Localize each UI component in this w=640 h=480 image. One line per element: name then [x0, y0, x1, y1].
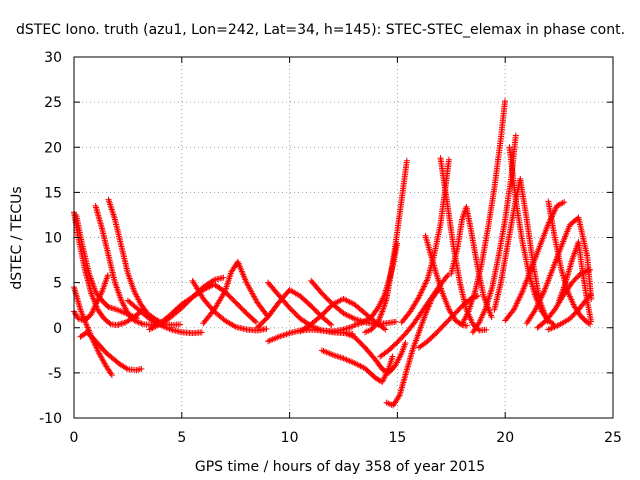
data-point — [445, 156, 452, 163]
data-point — [395, 393, 402, 400]
data-point — [131, 317, 138, 324]
data-point — [132, 318, 139, 325]
data-point — [559, 199, 566, 206]
data-point — [403, 157, 410, 164]
data-point — [375, 376, 382, 383]
axis-ticks: 0 5 10 15 20 25 -10 -5 0 5 10 15 20 25 30 — [39, 50, 622, 446]
data-point — [402, 339, 409, 346]
data-point — [389, 353, 396, 360]
data-point — [382, 326, 389, 333]
data-point — [585, 267, 592, 274]
data-point — [588, 318, 595, 325]
data-point — [107, 370, 114, 377]
data-point — [334, 353, 341, 360]
data-point — [379, 366, 386, 373]
data-point — [374, 376, 381, 383]
data-point — [394, 240, 401, 247]
chart-title: dSTEC Iono. truth (azu1, Lon=242, Lat=34… — [16, 22, 625, 38]
data-point — [285, 330, 292, 337]
y-tick-label: 5 — [53, 276, 62, 292]
data-point — [488, 314, 495, 321]
data-point — [328, 321, 335, 328]
data-point — [445, 271, 452, 278]
data-point — [177, 321, 184, 328]
data-point — [138, 320, 145, 327]
x-tick-label: 0 — [70, 430, 79, 446]
data-point — [251, 318, 258, 325]
data-point — [220, 274, 227, 281]
data-points — [71, 98, 595, 409]
data-point — [587, 266, 594, 273]
data-point — [345, 325, 352, 332]
data-point — [463, 322, 470, 329]
data-point — [335, 353, 342, 360]
data-point — [392, 318, 399, 325]
y-tick-label: 15 — [44, 185, 62, 201]
y-tick-label: 10 — [44, 231, 62, 247]
y-tick-label: -5 — [48, 366, 62, 382]
data-point — [123, 365, 130, 372]
y-axis-label: dSTEC / TECUs — [9, 186, 25, 289]
data-point — [587, 291, 594, 298]
grid-lines — [74, 57, 613, 418]
data-point — [134, 318, 141, 325]
data-point — [327, 320, 334, 327]
data-point — [584, 267, 591, 274]
data-point — [138, 365, 145, 372]
x-tick-label: 20 — [496, 430, 514, 446]
data-point — [283, 331, 290, 338]
data-point — [106, 320, 113, 327]
data-point — [104, 272, 111, 279]
data-point — [280, 332, 287, 339]
data-point — [474, 292, 481, 299]
data-point — [209, 277, 216, 284]
x-tick-label: 5 — [177, 430, 186, 446]
data-point — [443, 273, 450, 280]
data-point — [512, 132, 519, 139]
data-point — [549, 320, 556, 327]
data-point — [281, 331, 288, 338]
data-point — [586, 293, 593, 300]
y-tick-label: 20 — [44, 140, 62, 156]
x-tick-label: 25 — [604, 430, 622, 446]
y-tick-label: 30 — [44, 50, 62, 66]
x-axis-label: GPS time / hours of day 358 of year 2015 — [195, 459, 485, 475]
x-tick-label: 10 — [281, 430, 299, 446]
x-tick-label: 15 — [388, 430, 406, 446]
data-point — [587, 321, 594, 328]
data-point — [502, 98, 509, 105]
data-point — [137, 319, 144, 326]
data-point — [198, 329, 205, 336]
data-point — [372, 375, 379, 382]
data-point — [263, 325, 270, 332]
y-tick-label: 0 — [53, 321, 62, 337]
data-point — [135, 319, 142, 326]
data-point — [253, 319, 260, 326]
y-tick-label: 25 — [44, 95, 62, 111]
data-point — [483, 326, 490, 333]
data-point — [475, 320, 482, 327]
data-point — [108, 372, 115, 379]
data-point — [561, 199, 568, 206]
y-tick-label: -10 — [39, 411, 62, 427]
